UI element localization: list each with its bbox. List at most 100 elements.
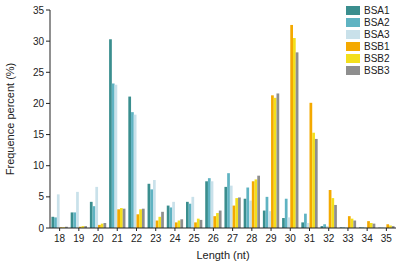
bar xyxy=(219,211,222,228)
bar xyxy=(257,176,260,228)
x-tick xyxy=(117,228,118,231)
bar xyxy=(51,217,54,228)
y-tick-label: 0 xyxy=(38,223,44,234)
x-tick-label: 24 xyxy=(169,233,181,244)
legend-label: BSA3 xyxy=(364,29,390,40)
bar xyxy=(205,181,208,228)
bar xyxy=(178,221,181,228)
bar xyxy=(189,204,192,228)
y-tick-label: 25 xyxy=(33,67,45,78)
bar xyxy=(233,206,236,228)
x-tick xyxy=(155,228,156,231)
x-tick-label: 20 xyxy=(92,233,104,244)
y-tick xyxy=(46,196,50,197)
y-tick-label: 15 xyxy=(33,129,45,140)
bar xyxy=(90,202,93,228)
bar xyxy=(200,220,203,228)
bar xyxy=(175,222,178,228)
y-tick xyxy=(46,165,50,166)
y-tick xyxy=(46,103,50,104)
bar xyxy=(128,97,131,228)
x-tick xyxy=(78,228,79,231)
bar xyxy=(213,216,216,228)
y-tick-label: 10 xyxy=(33,160,45,171)
bar xyxy=(288,217,291,228)
bar xyxy=(158,217,161,228)
bar xyxy=(331,198,334,228)
bar xyxy=(167,206,170,228)
legend-label: BSB1 xyxy=(364,41,390,52)
bar xyxy=(293,38,296,228)
bar xyxy=(73,212,76,228)
legend-swatch xyxy=(346,6,360,15)
bar xyxy=(156,221,159,228)
x-tick-label: 26 xyxy=(208,233,220,244)
bar xyxy=(227,173,230,228)
legend-swatch xyxy=(346,30,360,39)
bar xyxy=(216,213,219,228)
x-tick-label: 19 xyxy=(73,233,85,244)
legend-label: BSA2 xyxy=(364,17,390,28)
legend-swatch xyxy=(346,42,360,51)
x-tick xyxy=(271,228,272,231)
x-tick-label: 28 xyxy=(246,233,258,244)
bar xyxy=(230,186,233,228)
bar xyxy=(148,184,151,228)
x-tick xyxy=(174,228,175,231)
bar xyxy=(169,207,172,228)
y-tick-label: 30 xyxy=(33,36,45,47)
bar xyxy=(112,83,115,228)
bar xyxy=(211,181,214,228)
bar xyxy=(249,201,252,228)
legend-swatch xyxy=(346,18,360,27)
bar xyxy=(271,95,274,228)
bar xyxy=(255,179,258,228)
x-axis-label: Length (nt) xyxy=(196,249,249,261)
y-tick-label: 5 xyxy=(38,191,44,202)
x-tick-label: 30 xyxy=(285,233,297,244)
y-tick xyxy=(46,10,50,11)
x-tick-label: 33 xyxy=(342,233,354,244)
x-tick xyxy=(98,228,99,231)
y-tick-label: 20 xyxy=(33,98,45,109)
bar xyxy=(109,39,112,228)
x-tick-label: 34 xyxy=(362,233,374,244)
bar xyxy=(150,189,153,228)
x-tick-label: 21 xyxy=(112,233,124,244)
x-tick xyxy=(386,228,387,231)
legend-swatch xyxy=(346,66,360,75)
x-tick-label: 29 xyxy=(265,233,277,244)
bars xyxy=(51,25,394,228)
bar xyxy=(208,178,211,228)
bar xyxy=(304,214,307,228)
x-tick-label: 25 xyxy=(189,233,201,244)
y-axis xyxy=(50,10,51,228)
bar xyxy=(348,216,351,228)
bar xyxy=(137,214,140,228)
bar xyxy=(334,205,337,228)
x-axis xyxy=(50,228,396,229)
y-tick xyxy=(46,72,50,73)
bar xyxy=(161,212,164,228)
x-tick xyxy=(232,228,233,231)
x-tick xyxy=(328,228,329,231)
bar xyxy=(296,52,299,228)
bar xyxy=(180,219,183,228)
bar xyxy=(263,211,266,228)
x-tick-label: 23 xyxy=(150,233,162,244)
x-tick xyxy=(309,228,310,231)
bar xyxy=(277,93,280,228)
bar xyxy=(101,224,104,228)
bar xyxy=(54,217,57,228)
y-axis-label: Frequence percent (%) xyxy=(4,63,16,176)
x-tick-label: 31 xyxy=(304,233,316,244)
y-tick-label: 35 xyxy=(33,5,45,16)
bar xyxy=(194,222,197,228)
x-tick-label: 32 xyxy=(323,233,335,244)
y-tick xyxy=(46,41,50,42)
bar xyxy=(353,221,356,228)
x-tick xyxy=(251,228,252,231)
bar xyxy=(268,211,271,228)
bar xyxy=(386,224,389,228)
x-tick-label: 27 xyxy=(227,233,239,244)
